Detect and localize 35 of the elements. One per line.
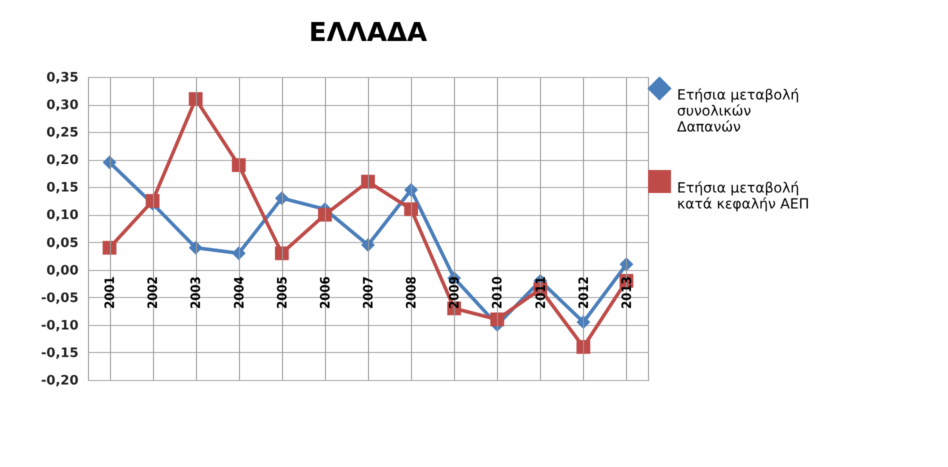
y-tick-label: -0,05 [41,290,78,306]
x-tick-label: 2011 [534,276,549,309]
x-tick-label: 2007 [362,276,376,309]
x-tick-label: 2010 [490,276,506,309]
y-tick-label: 0,30 [46,98,78,114]
point [490,312,504,326]
y-tick-label: -0,15 [41,346,78,361]
point [188,92,203,106]
legend-label: Ετήσια μεταβολή κατά κεφαλήν ΑΕΠ [677,180,810,212]
point [102,240,116,255]
x-tick-label: 2013 [620,276,635,309]
x-tick-label: 2008 [404,276,420,309]
x-tick-label: 2004 [232,276,248,309]
y-tick-label: 0,35 [46,70,78,86]
x-tick-label: 2012 [576,276,592,309]
x-tick-label: 2001 [103,276,118,309]
x-tick-label: 2002 [146,276,162,309]
point [318,208,332,222]
x-tick-label: 2006 [318,276,334,309]
point [576,340,590,354]
y-tick-label: 0,25 [46,126,78,141]
y-tick-label: 0,20 [46,153,78,168]
point [361,174,375,189]
y-tick-label: -0,20 [41,374,78,388]
x-tick-label: 2009 [448,276,463,309]
point [404,202,418,216]
y-tick-label: 0,05 [46,236,78,251]
legend-label: Ετήσια μεταβολή συνολικών Δαπανών [677,88,800,136]
y-tick-label: -0,10 [41,318,78,334]
y-tick-label: 0,15 [46,180,78,196]
y-tick-label: 0,00 [46,263,78,278]
x-tick-label: 2003 [189,276,204,309]
y-tick-label: 0,10 [46,208,78,224]
x-tick-label: 2005 [275,276,290,309]
chart-title: ΕΛΛΑΔΑ [308,18,428,48]
